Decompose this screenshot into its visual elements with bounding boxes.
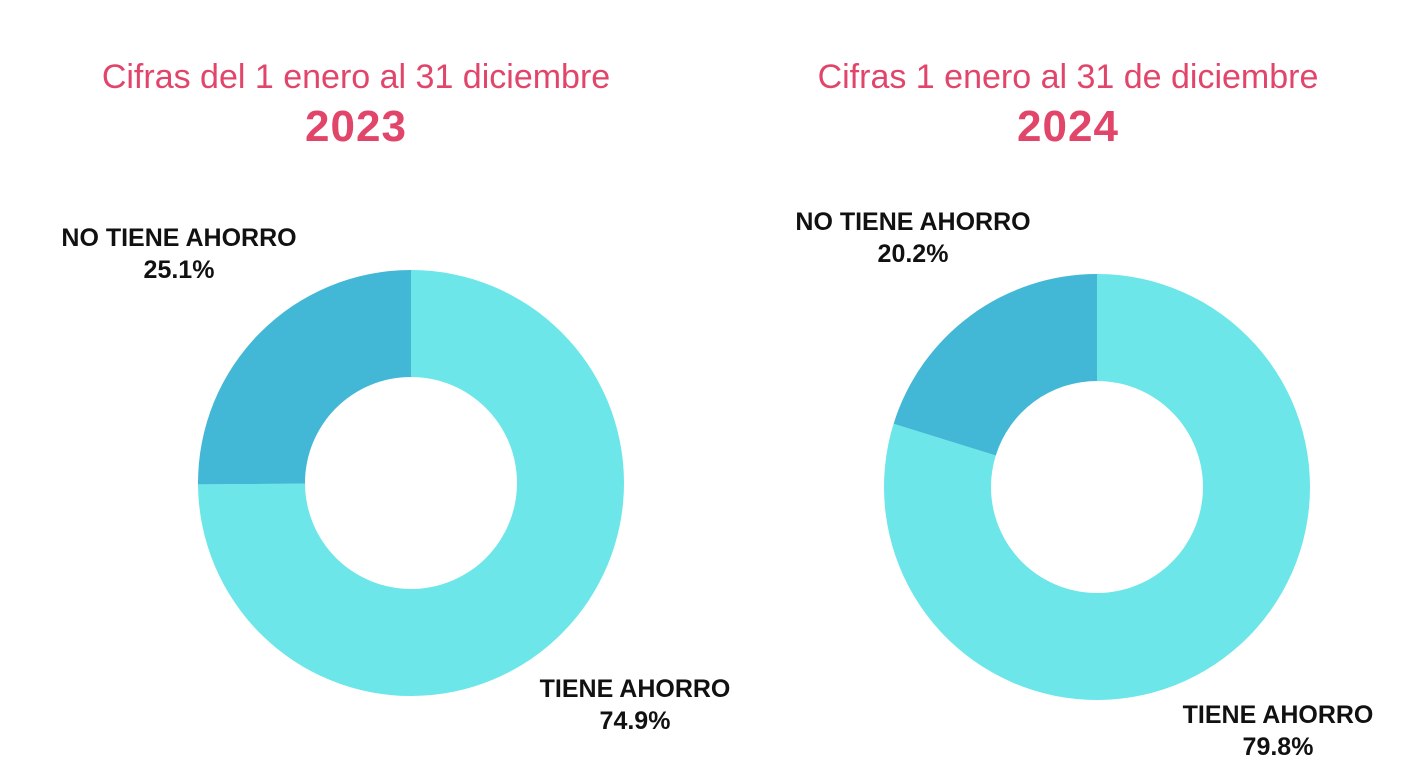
slice-label-tiene-ahorro: TIENE AHORRO 74.9% (520, 673, 750, 737)
donut-slice-tiene-ahorro (198, 270, 625, 696)
slice-label-no-tiene-ahorro: NO TIENE AHORRO 25.1% (40, 222, 318, 286)
slice-label-text: TIENE AHORRO (1182, 701, 1374, 729)
chart-subtitle: Cifras 1 enero al 31 de diciembre (817, 58, 1319, 96)
donut-slice-tiene-ahorro (884, 274, 1310, 700)
chart-panel-2024: Cifras 1 enero al 31 de diciembre 2024 N… (712, 0, 1424, 784)
donut-slice-no-tiene-ahorro (198, 270, 411, 485)
slice-value-text: 20.2% (877, 240, 949, 268)
slice-label-text: TIENE AHORRO (539, 675, 731, 703)
donut-chart-2024 (884, 274, 1310, 700)
slice-label-text: NO TIENE AHORRO (795, 208, 1031, 236)
slice-value-text: 25.1% (143, 256, 215, 284)
donut-chart-2023 (198, 270, 625, 696)
chart-title: 2023 (305, 102, 407, 151)
slice-label-no-tiene-ahorro: NO TIENE AHORRO 20.2% (774, 206, 1052, 270)
chart-subtitle: Cifras del 1 enero al 31 diciembre (101, 58, 611, 96)
chart-title: 2024 (1017, 102, 1119, 151)
slice-value-text: 79.8% (1242, 733, 1314, 761)
slice-value-text: 74.9% (599, 707, 671, 735)
slice-label-tiene-ahorro: TIENE AHORRO 79.8% (1172, 699, 1384, 763)
slice-label-text: NO TIENE AHORRO (61, 224, 297, 252)
donut-slice-no-tiene-ahorro (893, 274, 1097, 456)
chart-panel-2023: Cifras del 1 enero al 31 diciembre 2023 … (0, 0, 730, 784)
